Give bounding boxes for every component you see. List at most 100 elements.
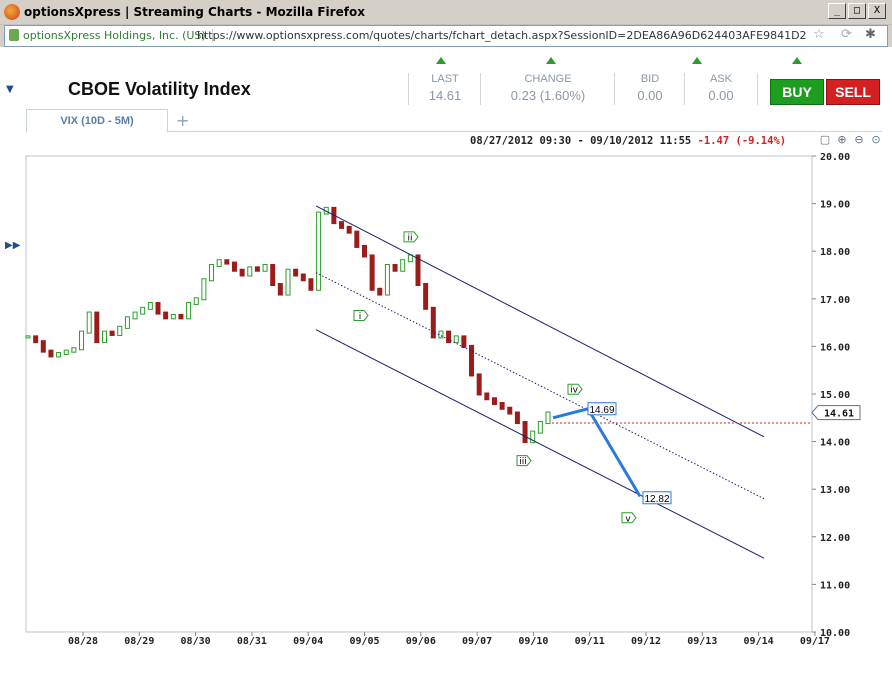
site-identity[interactable]: optionsXpress Holdings, Inc. (US) — [23, 29, 213, 42]
price-bar — [377, 287, 383, 296]
price-bar — [407, 254, 413, 263]
x-tick-label: 08/28 — [68, 636, 98, 647]
x-tick-label: 09/13 — [687, 636, 717, 647]
price-bar — [132, 311, 138, 320]
x-tick-label: 09/05 — [349, 636, 379, 647]
double-chevron-down-icon[interactable]: ▼ — [6, 84, 14, 95]
price-bar — [239, 268, 245, 277]
channel-upper-line — [315, 205, 765, 438]
price-bar — [354, 230, 360, 248]
quote-last: LAST 14.61 — [408, 73, 481, 105]
price-bar — [71, 347, 77, 353]
price-bar — [224, 259, 230, 265]
maximize-button[interactable]: □ — [848, 3, 866, 19]
url-text[interactable]: https://www.optionsxpress.com/quotes/cha… — [197, 29, 807, 42]
wave-label: iii — [519, 457, 527, 467]
price-bar — [209, 263, 215, 282]
price-bar — [40, 340, 46, 353]
zoom-reset-icon[interactable]: ⊙ — [871, 133, 881, 146]
quote-label: LAST — [431, 73, 459, 85]
price-bar — [201, 278, 207, 301]
wave-label-box — [567, 383, 583, 395]
reload-icon[interactable]: ⟳ — [841, 27, 852, 42]
x-tick-label: 09/07 — [462, 636, 492, 647]
x-tick-label: 09/14 — [744, 636, 774, 647]
y-tick-label: 20.00 — [820, 152, 850, 163]
add-tab-button[interactable]: + — [176, 111, 190, 130]
buy-button[interactable]: BUY — [770, 79, 824, 105]
fit-icon[interactable]: ▢ — [819, 133, 831, 146]
price-bar — [476, 373, 482, 396]
close-button[interactable]: X — [868, 3, 886, 19]
window-controls: _ □ X — [828, 3, 886, 19]
address-bar[interactable]: optionsXpress Holdings, Inc. (US) https:… — [4, 25, 888, 47]
up-arrow-icon — [546, 57, 556, 64]
price-bar — [231, 261, 237, 272]
price-bar — [63, 349, 69, 356]
price-bar — [415, 254, 421, 287]
minimize-button[interactable]: _ — [828, 3, 846, 19]
window-title: optionsXpress | Streaming Charts - Mozil… — [24, 5, 365, 19]
wave-label: iv — [570, 386, 579, 396]
zoom-out-icon[interactable]: ⊖ — [854, 133, 864, 146]
price-bar — [270, 263, 276, 287]
price-bar — [430, 306, 436, 339]
price-bar — [147, 302, 153, 310]
y-tick-label: 16.00 — [820, 342, 850, 353]
y-tick-label: 15.00 — [820, 390, 850, 401]
quote-label: ASK — [709, 73, 732, 85]
tab-vix[interactable]: VIX (10D - 5M) — [26, 109, 168, 133]
bookmark-star-icon[interactable]: ☆ — [813, 27, 825, 42]
price-bar — [346, 225, 352, 234]
y-tick-label: 19.00 — [820, 200, 850, 211]
sell-button[interactable]: SELL — [826, 79, 880, 105]
up-arrow-icon — [436, 57, 446, 64]
projection-label-box — [587, 402, 617, 416]
page-content: ▼ ▶▶ CBOE Volatility Index LAST 14.61 CH… — [0, 47, 892, 676]
price-bar — [254, 266, 260, 272]
price-bar — [545, 411, 551, 425]
price-bar — [163, 311, 169, 320]
lock-icon — [9, 29, 19, 41]
price-bar — [109, 330, 115, 336]
last-price-tag — [811, 405, 861, 421]
price-bar — [484, 392, 490, 401]
y-tick-label: 11.00 — [820, 580, 850, 591]
price-bar — [178, 313, 184, 320]
price-bar — [124, 316, 130, 329]
addon-icon[interactable]: ✱ — [865, 27, 876, 42]
y-tick-label: 13.00 — [820, 485, 850, 496]
projection-label: 14.69 — [589, 405, 614, 416]
price-bar — [491, 397, 497, 406]
up-arrow-icon — [792, 57, 802, 64]
price-bar — [216, 259, 222, 267]
wave-label-box — [621, 512, 637, 524]
up-arrow-icon — [692, 57, 702, 64]
quote-value: 0.23 (1.60%) — [510, 88, 586, 103]
zoom-in-icon[interactable]: ⊕ — [837, 133, 847, 146]
y-tick-label: 10.00 — [820, 628, 850, 639]
price-bar — [101, 330, 107, 344]
page-title: CBOE Volatility Index — [68, 79, 251, 99]
price-bar — [33, 335, 39, 344]
chart-toolbar: ▢ ⊕ ⊖ ⊙ — [818, 133, 883, 147]
price-chart[interactable]: 20.00 19.00 18.00 17.00 16.00 15.00 14.00 13.00… — [0, 47, 892, 676]
price-bar — [293, 268, 299, 277]
double-chevron-right-icon[interactable]: ▶▶ — [5, 240, 21, 251]
range-change: -1.47 (-9.14%) — [697, 135, 787, 147]
x-tick-label: 09/06 — [406, 636, 436, 647]
range-dates: 08/27/2012 09:30 - 09/10/2012 11:55 — [470, 135, 692, 147]
x-tick-label: 09/04 — [293, 636, 323, 647]
price-bar — [438, 330, 444, 339]
x-tick-label: 09/10 — [518, 636, 548, 647]
quote-value: 0.00 — [637, 88, 663, 103]
wave-label: v — [625, 514, 631, 524]
price-bar — [514, 411, 520, 425]
x-tick-label: 08/29 — [124, 636, 154, 647]
quote-change: CHANGE 0.23 (1.60%) — [480, 73, 615, 105]
price-bar — [155, 302, 161, 315]
price-bar — [277, 283, 283, 296]
price-bar — [308, 278, 314, 291]
y-tick-label: 18.00 — [820, 247, 850, 258]
price-bar — [262, 263, 268, 272]
